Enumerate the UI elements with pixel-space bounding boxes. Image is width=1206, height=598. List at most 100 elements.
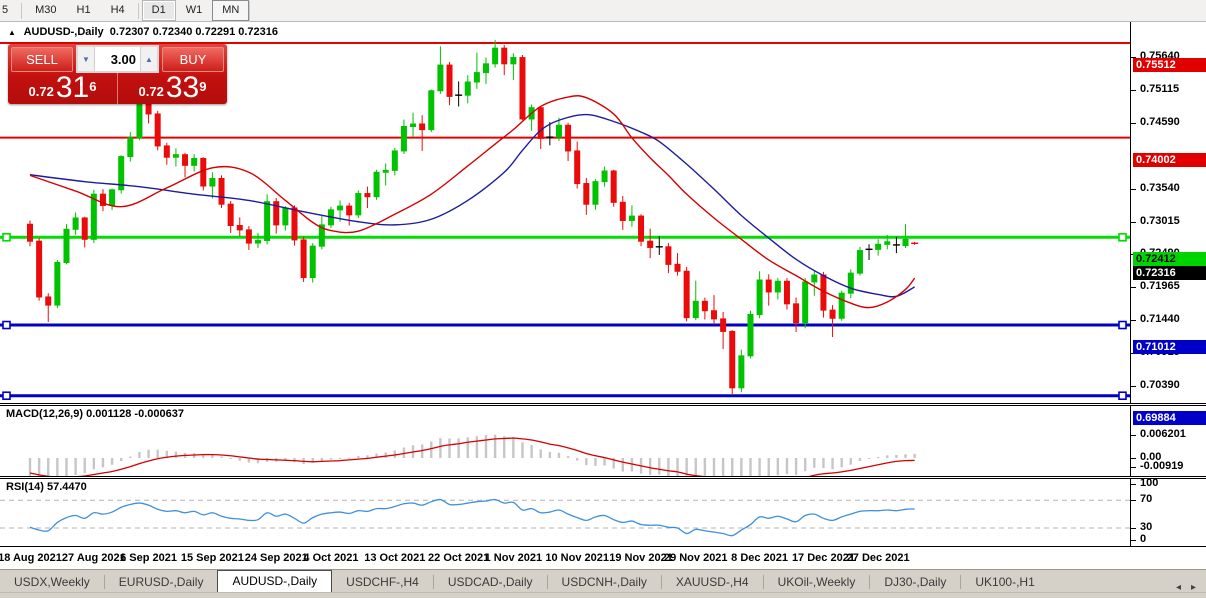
macd-histogram-bar (630, 458, 634, 472)
macd-histogram-bar (849, 458, 852, 465)
buy-price[interactable]: 0.72 33 9 (118, 72, 227, 104)
date-axis-label: 27 Aug 2021 (61, 552, 126, 564)
macd-histogram-bar (749, 458, 752, 477)
tab-separator (103, 575, 105, 589)
tab-scroll-right-icon[interactable]: ▸ (1190, 582, 1196, 593)
price-axis-label: 0.73015 (1140, 214, 1180, 227)
macd-histogram-bar (521, 442, 524, 458)
macd-histogram-bar (284, 458, 287, 461)
macd-histogram-bar (648, 458, 652, 475)
symbol-tab-eurusd-daily[interactable]: EURUSD-,Daily (118, 575, 204, 589)
symbol-tab-xauusd-h4[interactable]: XAUUSD-,H4 (675, 575, 749, 589)
macd-histogram-bar (202, 454, 205, 458)
candle (400, 125, 407, 152)
macd-histogram-bar (794, 458, 798, 475)
macd-axis-label: 0.006201 (1140, 427, 1186, 440)
collapse-icon[interactable]: ▲ (8, 28, 16, 37)
symbol-tab-dj30-daily[interactable]: DJ30-,Daily (884, 575, 947, 589)
axis-tick (1131, 188, 1136, 190)
timeframe-button-h4[interactable]: H4 (110, 4, 125, 16)
date-axis[interactable]: 18 Aug 2021 27 Aug 2021 6 Sep 2021 15 Sep 2… (0, 548, 1206, 569)
macd-histogram-bar (667, 458, 670, 476)
timeframe-button-m30[interactable]: M30 (35, 4, 57, 16)
sell-price-pip: 6 (89, 79, 97, 94)
tab-scroll-left-icon[interactable]: ◂ (1175, 582, 1181, 593)
macd-panel-splitter[interactable] (0, 403, 1206, 406)
candle (300, 239, 307, 279)
timeframe-button-5[interactable]: 5 (2, 4, 9, 16)
candle (902, 238, 909, 247)
candle (720, 318, 727, 332)
sell-price[interactable]: 0.72 31 6 (8, 72, 118, 104)
macd-histogram-bar (393, 450, 396, 458)
symbol-tab-audusd-daily[interactable]: AUDUSD-,Daily (217, 570, 333, 593)
candle (765, 279, 772, 293)
toolbar-separator (21, 2, 23, 19)
symbol-tab-usdx-weekly[interactable]: USDX,Weekly (14, 575, 90, 589)
symbol-tab-usdcad-daily[interactable]: USDCAD-,Daily (447, 575, 533, 589)
macd-axis-label: 0.00 (1140, 451, 1162, 463)
candle (884, 241, 891, 245)
sell-button[interactable]: SELL (11, 46, 73, 72)
date-axis-label: 8 Dec 2021 (731, 552, 789, 564)
macd-histogram-bar (758, 458, 761, 477)
candle (811, 274, 818, 283)
macd-histogram-bar (384, 452, 387, 458)
hline-handle[interactable] (1118, 232, 1127, 242)
buy-button[interactable]: BUY (162, 46, 224, 72)
candle (245, 229, 252, 244)
rsi-plot[interactable] (0, 478, 1130, 546)
timeframe-button-mn[interactable]: MN (212, 0, 250, 21)
candle (838, 292, 845, 319)
macd-histogram-bar (767, 458, 770, 477)
timeframe-button-h1[interactable]: H1 (76, 4, 91, 16)
candle (683, 270, 690, 319)
macd-histogram-bar (703, 458, 707, 477)
candle (63, 228, 70, 263)
axis-tick (1131, 434, 1136, 436)
hline-handle[interactable] (1118, 320, 1127, 330)
hline-handle[interactable] (2, 391, 11, 401)
macd-histogram-bar (804, 458, 807, 472)
macd-plot[interactable] (0, 405, 1130, 477)
price-chart-plot[interactable] (0, 22, 1130, 403)
chart-window[interactable]: ▲ AUDUSD-,Daily 0.72307 0.72340 0.72291 … (0, 22, 1206, 569)
symbol-tab-usdchf-h4[interactable]: USDCHF-,H4 (346, 575, 419, 589)
timeframe-button-w1[interactable]: W1 (185, 4, 203, 16)
hline-handle[interactable] (2, 232, 11, 242)
tab-separator (762, 575, 764, 589)
macd-histogram-bar (229, 458, 232, 459)
candle (118, 156, 125, 191)
volume-input[interactable]: 3.00 (110, 51, 136, 67)
macd-histogram-bar (311, 458, 314, 463)
volume-increase-icon[interactable]: ▲ (140, 47, 157, 71)
symbol-tab-usdcnh-daily[interactable]: USDCNH-,Daily (561, 575, 647, 589)
macd-histogram-bar (867, 458, 871, 459)
chart-ohlc-values: 0.72307 0.72340 0.72291 0.72316 (109, 26, 278, 38)
hline-handle[interactable] (2, 320, 11, 330)
candle (875, 243, 882, 250)
chart-title: ▲ AUDUSD-,Daily 0.72307 0.72340 0.72291 … (8, 26, 278, 38)
macd-histogram-bar (402, 447, 406, 458)
rsi-panel-splitter[interactable] (0, 476, 1206, 479)
candle (583, 183, 590, 205)
hline-handle[interactable] (1118, 391, 1127, 401)
axis-tick (1131, 89, 1136, 91)
volume-decrease-icon[interactable]: ▼ (78, 47, 95, 71)
date-axis-label: 24 Sep 2021 (244, 552, 308, 564)
symbol-tab-uk100-h1[interactable]: UK100-,H1 (975, 575, 1035, 589)
candle (638, 215, 645, 242)
candle (856, 250, 863, 274)
macd-histogram-bar (539, 449, 542, 458)
timeframe-button-d1[interactable]: D1 (141, 0, 176, 21)
date-axis-label: 19 Nov 2021 (609, 552, 673, 564)
macd-histogram-bar (56, 458, 59, 477)
symbol-tab-ukoil-weekly[interactable]: UKOil-,Weekly (777, 575, 856, 589)
tab-separator (960, 575, 962, 589)
date-axis-label: 29 Nov 2021 (663, 552, 728, 564)
macd-histogram-bar (831, 458, 834, 470)
date-axis-label: 22 Oct 2021 (428, 552, 490, 564)
timeframe-toolbar: 5 M30 H1 H4 D1 W1 MN (0, 0, 1206, 22)
rsi-axis-label: 0 (1140, 533, 1147, 545)
macd-histogram-bar (329, 458, 333, 460)
